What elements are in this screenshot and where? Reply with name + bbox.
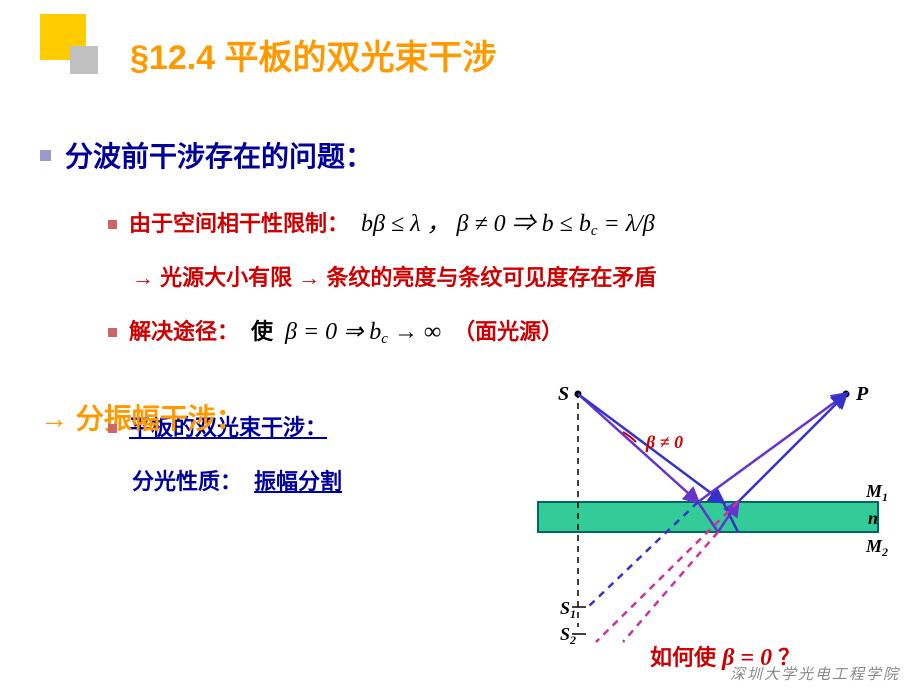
ray-reflected-2 <box>738 394 846 502</box>
bullet-icon <box>108 328 117 337</box>
label-P: P <box>855 383 869 405</box>
solution-use: 使 <box>251 314 273 346</box>
footer-text: 深圳大学光电工程学院 <box>730 663 900 684</box>
heading-problem: 分波前干涉存在的问题： <box>40 135 880 175</box>
ray-reflected-1 <box>698 394 846 502</box>
math-part2: = λ/β <box>598 211 655 237</box>
math-sol2: → ∞ <box>388 319 441 345</box>
label-S: S <box>558 383 569 405</box>
math-part1: bβ ≤ λ ， β ≠ 0 ⇒ b ≤ b <box>361 211 591 237</box>
ray-ext-pink2 <box>623 532 718 642</box>
split-label: 分光性质： <box>132 464 242 496</box>
line-spatial-coherence: 由于空间相干性限制： bβ ≤ λ ， β ≠ 0 ⇒ b ≤ bc = λ/β <box>108 203 880 238</box>
optics-diagram: M1 n M2 S P β ≠ 0 S1 S2 <box>528 382 898 672</box>
label-beta: β ≠ 0 <box>645 432 683 452</box>
slide-title: §12.4 平板的双光束干涉 <box>130 30 497 79</box>
line-consequence: → 光源大小有限 → 条纹的亮度与条纹可见度存在矛盾 <box>132 260 880 292</box>
solution-note: （面光源） <box>453 314 563 346</box>
math-sol1: β = 0 ⇒ b <box>285 319 381 345</box>
sub-c2: c <box>381 331 388 347</box>
line-solution: 解决途径： 使 β = 0 ⇒ bc → ∞ （面光源） <box>108 314 880 346</box>
sub-c: c <box>591 223 598 239</box>
corner-decoration-grey <box>70 46 98 74</box>
split-value: 振幅分割 <box>254 464 342 496</box>
solution-math: β = 0 ⇒ bc → ∞ <box>285 317 441 346</box>
spatial-math: bβ ≤ λ ， β ≠ 0 ⇒ b ≤ bc = λ/β <box>361 203 655 238</box>
bullet-icon <box>108 424 117 433</box>
spatial-label: 由于空间相干性限制： <box>129 206 349 238</box>
heading-amplitude: → 分振幅干涉： <box>40 397 244 437</box>
label-S1: S1 <box>560 598 576 621</box>
heading-problem-text: 分波前干涉存在的问题： <box>65 135 373 175</box>
label-S2: S2 <box>560 624 576 647</box>
solution-label: 解决途径： <box>129 314 239 346</box>
label-M1: M1 <box>865 481 888 504</box>
label-n: n <box>868 508 878 528</box>
bullet-icon <box>108 220 117 229</box>
diagram-svg: M1 n M2 S P β ≠ 0 S1 S2 <box>528 382 898 672</box>
label-M2: M2 <box>865 536 888 559</box>
q-prefix: 如何使 <box>650 645 722 670</box>
